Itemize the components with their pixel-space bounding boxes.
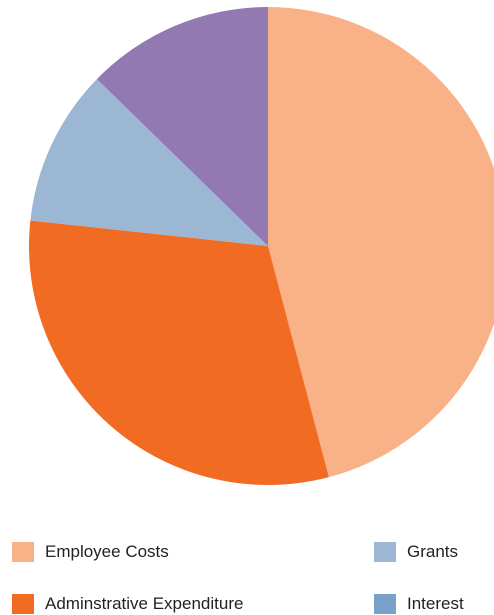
pie-slice-employee-costs [268,7,494,478]
pie-slice-adminstrative-expenditure [28,220,329,485]
legend-item-grants: Grants [374,542,458,562]
legend-swatch [12,594,34,614]
legend-swatch [12,542,34,562]
pie-slice-unlabeled-4 [96,7,268,246]
legend-label: Interest [407,594,464,613]
legend-swatch [374,594,396,614]
legend-swatch [374,542,396,562]
legend-label: Adminstrative Expenditure [45,594,244,613]
legend-item-interest: Interest [374,594,464,614]
legend-item-administrative-expenditure: Adminstrative Expenditure [12,594,243,614]
pie-chart [28,7,494,485]
chart-legend: Employee Costs Grants Adminstrative Expe… [0,530,494,615]
legend-item-employee-costs: Employee Costs [12,542,169,562]
legend-label: Employee Costs [45,542,169,561]
legend-label: Grants [407,542,459,561]
pie-slice-grants [30,79,268,246]
